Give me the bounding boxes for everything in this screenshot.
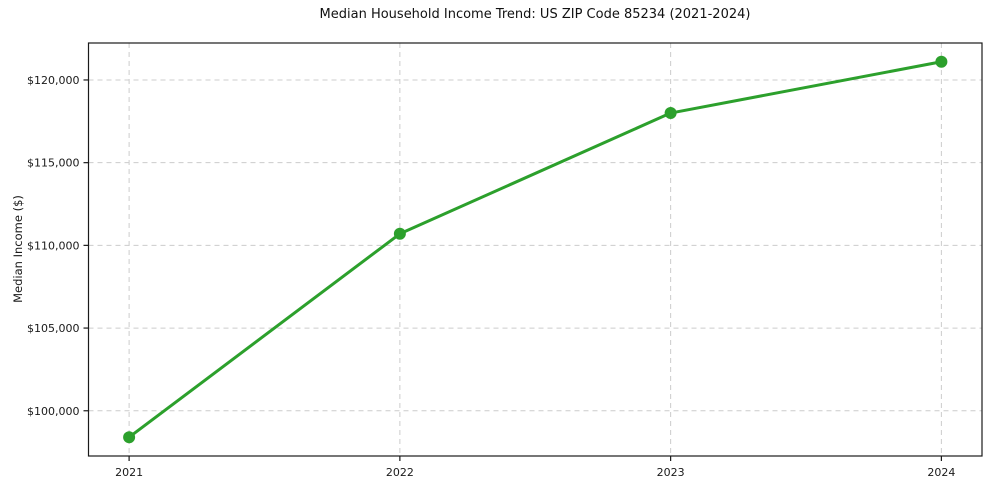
x-tick-label: 2022 xyxy=(386,466,414,479)
x-tick-label: 2021 xyxy=(115,466,143,479)
y-tick-label: $105,000 xyxy=(27,322,80,335)
y-tick-label: $100,000 xyxy=(27,405,80,418)
x-tick-label: 2024 xyxy=(927,466,955,479)
data-point-marker xyxy=(935,55,948,68)
data-point-marker xyxy=(664,107,677,120)
trend-line xyxy=(127,60,943,439)
chart-title: Median Household Income Trend: US ZIP Co… xyxy=(319,7,751,22)
data-point-marker xyxy=(393,227,406,240)
plot-border xyxy=(87,42,983,457)
y-tick-label: $120,000 xyxy=(27,74,80,87)
x-tick-label: 2023 xyxy=(657,466,685,479)
y-tick-label: $115,000 xyxy=(27,157,80,170)
y-tick-label: $110,000 xyxy=(27,239,80,252)
data-point-marker xyxy=(123,431,136,444)
